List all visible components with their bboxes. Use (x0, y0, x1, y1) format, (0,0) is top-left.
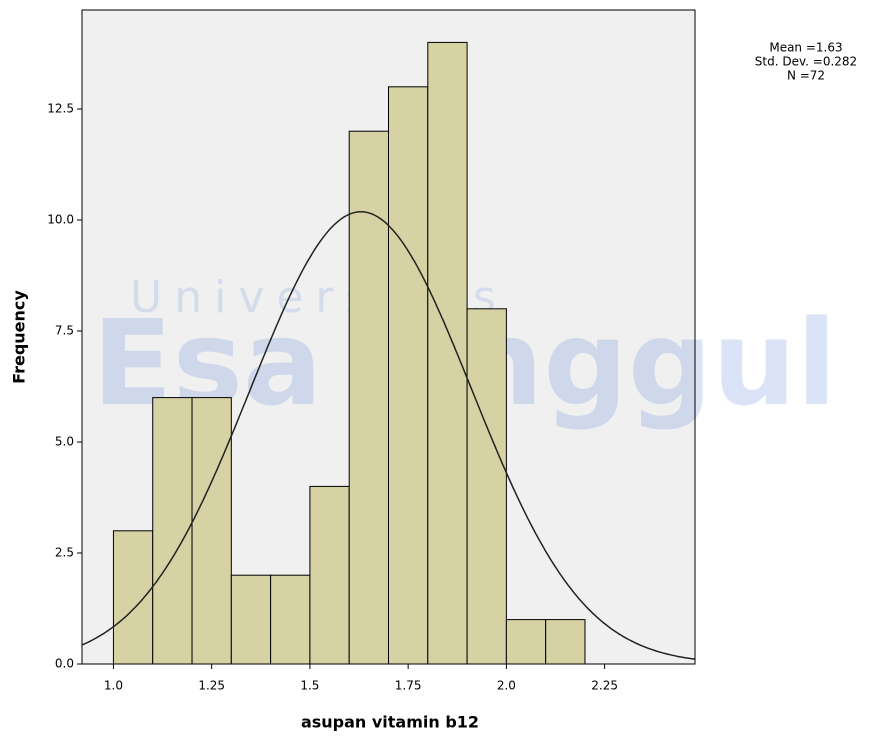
stats-label: N =72 (787, 69, 825, 83)
bar (112, 530, 154, 665)
bar (388, 86, 429, 665)
y-tick-label: 12.5 (47, 102, 74, 116)
bar (545, 619, 586, 665)
y-tick-label: 5.0 (55, 435, 74, 449)
bar (348, 130, 390, 665)
stats-label: Std. Dev. =0.282 (755, 55, 857, 69)
bar (191, 397, 232, 665)
x-tick-label: 2.25 (591, 679, 618, 693)
bar (466, 308, 507, 665)
y-tick-label: 7.5 (55, 324, 74, 338)
y-tick-label: 0.0 (55, 657, 74, 671)
normal-curve (81, 211, 696, 660)
x-tick-label: 1.25 (198, 679, 225, 693)
bar (309, 485, 350, 665)
x-tick-label: 1.5 (300, 679, 319, 693)
bar (230, 574, 272, 665)
bar (270, 574, 311, 665)
x-tick-label: 1.0 (104, 679, 123, 693)
marks (81, 41, 696, 665)
y-axis-label: Frequency (10, 290, 29, 384)
x-axis-label: asupan vitamin b12 (301, 713, 479, 732)
stats-label: Mean =1.63 (769, 41, 842, 55)
y-tick-label: 2.5 (55, 546, 74, 560)
bar (427, 41, 468, 665)
bar (505, 619, 547, 665)
plot-border (81, 9, 696, 665)
y-tick-label: 10.0 (47, 213, 74, 227)
bar (152, 397, 193, 665)
x-tick-label: 1.75 (395, 679, 422, 693)
x-tick-label: 2.0 (497, 679, 516, 693)
